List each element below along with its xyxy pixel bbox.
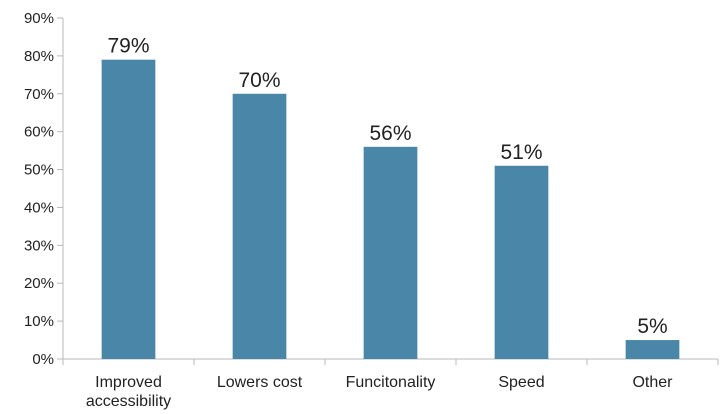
y-tick-label: 40% bbox=[24, 199, 54, 216]
data-label: 79% bbox=[107, 35, 149, 58]
y-axis: 0% 10% 20% 30% 40% 50% 60% 70% 80% 90% bbox=[24, 10, 64, 368]
y-tick-label: 70% bbox=[24, 86, 54, 103]
bar bbox=[494, 165, 549, 359]
bar bbox=[363, 146, 418, 359]
bar bbox=[101, 59, 156, 360]
data-label: 5% bbox=[637, 315, 667, 338]
data-label: 51% bbox=[500, 141, 542, 164]
y-tick-label: 50% bbox=[24, 162, 54, 179]
category-label: Improved bbox=[95, 374, 162, 391]
y-tick-label: 20% bbox=[24, 275, 54, 292]
category-label: Lowers cost bbox=[217, 374, 303, 391]
bars bbox=[101, 59, 680, 360]
y-tick-label: 80% bbox=[24, 48, 54, 65]
category-label: Other bbox=[632, 374, 673, 391]
y-tick-label: 60% bbox=[24, 124, 54, 141]
data-label: 70% bbox=[238, 69, 280, 92]
x-axis: Improved accessibility Lowers cost Funciton… bbox=[62, 358, 719, 410]
category-label: Speed bbox=[498, 374, 544, 391]
y-tick-label: 0% bbox=[32, 351, 54, 368]
category-label: accessibility bbox=[86, 393, 171, 410]
y-tick-label: 90% bbox=[24, 10, 54, 27]
y-tick-label: 30% bbox=[24, 237, 54, 254]
y-tick-label: 10% bbox=[24, 313, 54, 330]
data-label: 56% bbox=[369, 122, 411, 145]
bar bbox=[625, 340, 680, 359]
bar bbox=[232, 93, 287, 360]
category-label: Funcitonality bbox=[346, 374, 436, 391]
data-labels: 79% 70% 56% 51% 5% bbox=[107, 35, 667, 338]
